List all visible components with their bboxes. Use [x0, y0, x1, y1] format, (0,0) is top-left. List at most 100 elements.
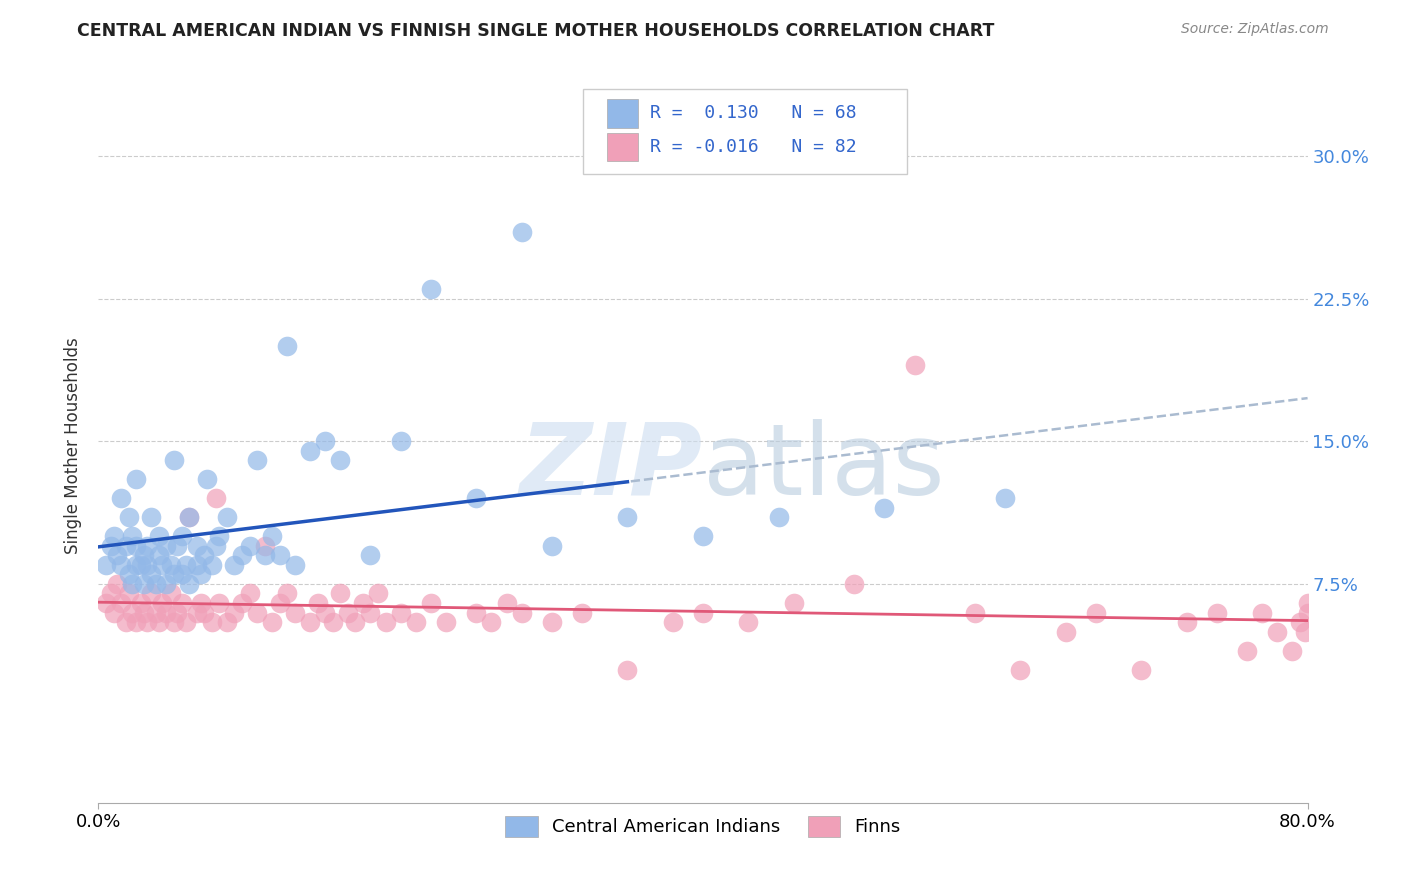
Point [135, 558, 157, 572]
Point [1206, 606, 1229, 620]
Point [163, 567, 186, 582]
Point [179, 577, 201, 591]
Point [1054, 624, 1077, 639]
Point [262, 615, 284, 629]
Point [571, 606, 593, 620]
Point [510, 225, 533, 239]
Point [150, 596, 173, 610]
Point [360, 606, 382, 620]
Point [692, 606, 714, 620]
Point [844, 577, 866, 591]
Point [174, 558, 197, 572]
Point [661, 615, 683, 629]
Point [205, 539, 228, 553]
Point [132, 606, 155, 620]
Legend: Central American Indians, Finns: Central American Indians, Finns [498, 808, 908, 844]
Point [336, 606, 359, 620]
Point [121, 577, 143, 591]
Point [94, 558, 117, 572]
Point [1085, 606, 1108, 620]
Point [155, 539, 177, 553]
Point [246, 606, 269, 620]
Point [434, 615, 457, 629]
Point [186, 539, 208, 553]
Y-axis label: Single Mother Households: Single Mother Households [65, 338, 83, 554]
Point [329, 453, 352, 467]
Point [195, 472, 218, 486]
Point [284, 558, 307, 572]
Point [965, 606, 987, 620]
Point [465, 491, 488, 506]
Point [145, 606, 167, 620]
Point [190, 567, 212, 582]
Point [1296, 596, 1319, 610]
Point [103, 529, 125, 543]
Point [1281, 643, 1303, 657]
Point [420, 596, 443, 610]
Text: atlas: atlas [703, 419, 945, 516]
Point [155, 606, 177, 620]
Point [239, 586, 262, 600]
Point [231, 549, 253, 563]
Point [129, 596, 152, 610]
Text: Source: ZipAtlas.com: Source: ZipAtlas.com [1181, 22, 1329, 37]
Point [904, 358, 927, 372]
Point [186, 606, 208, 620]
Point [269, 596, 291, 610]
Point [307, 596, 329, 610]
Point [231, 596, 253, 610]
Point [166, 606, 188, 620]
Point [170, 529, 193, 543]
Point [163, 615, 186, 629]
Point [110, 491, 132, 506]
Point [179, 510, 201, 524]
Point [100, 539, 122, 553]
Point [201, 558, 224, 572]
Point [495, 596, 517, 610]
Point [783, 596, 806, 610]
Point [1267, 624, 1289, 639]
Point [329, 586, 352, 600]
Point [208, 529, 231, 543]
Point [405, 615, 427, 629]
Point [389, 606, 412, 620]
Point [150, 558, 173, 572]
Point [193, 606, 215, 620]
Point [125, 558, 148, 572]
Point [118, 510, 141, 524]
Point [344, 615, 367, 629]
Point [141, 586, 163, 600]
Point [141, 510, 163, 524]
Point [360, 549, 382, 563]
Point [1236, 643, 1258, 657]
Point [179, 510, 201, 524]
Point [262, 529, 284, 543]
Point [125, 539, 148, 553]
Point [215, 510, 238, 524]
Point [1130, 663, 1153, 677]
Point [132, 577, 155, 591]
Point [352, 596, 374, 610]
Point [510, 606, 533, 620]
Point [114, 539, 136, 553]
Point [276, 586, 298, 600]
Point [186, 558, 208, 572]
Point [873, 500, 896, 515]
Point [132, 549, 155, 563]
Point [121, 529, 143, 543]
Point [540, 615, 562, 629]
Point [174, 615, 197, 629]
Point [190, 596, 212, 610]
Point [465, 606, 488, 620]
Point [540, 539, 562, 553]
Point [105, 549, 128, 563]
Point [1296, 606, 1319, 620]
Point [284, 606, 307, 620]
Point [110, 558, 132, 572]
Text: R =  0.130   N = 68: R = 0.130 N = 68 [650, 104, 856, 122]
Point [148, 529, 170, 543]
Point [160, 586, 183, 600]
Point [253, 539, 276, 553]
Point [994, 491, 1017, 506]
Point [481, 615, 503, 629]
